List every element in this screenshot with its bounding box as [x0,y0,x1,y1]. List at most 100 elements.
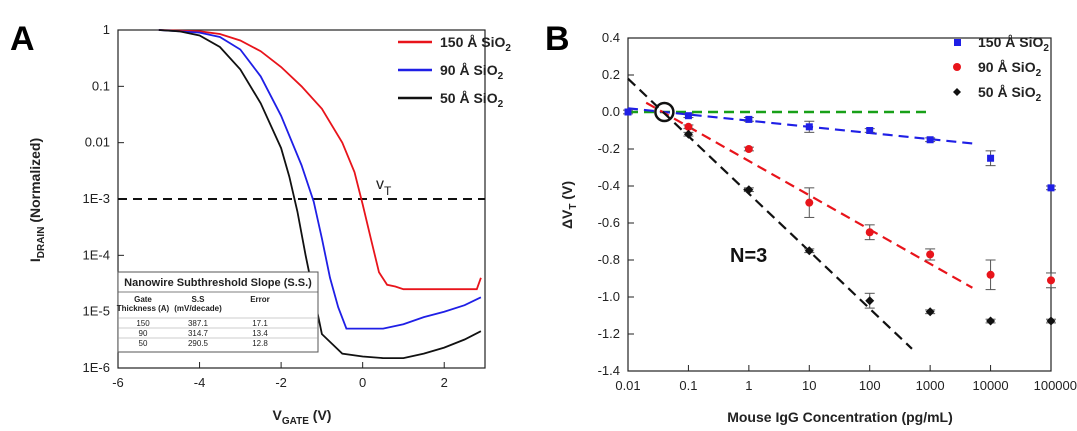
panel-b-fit-line-1 [645,101,973,289]
panel-b-point-1 [986,270,995,279]
legend-b-marker-90 [953,63,961,71]
panel-b-y-axis: 0.4 0.2 0.0 -0.2 -0.4 -0.6 -0.8 -1.0 -1.2 -1.4 [598,30,634,378]
panel-a: A 1 0.1 0.01 1E-3 1E-4 1E-5 1E-6 -6 -4 -2 0 2 vT 1… [10,20,511,427]
table-header-cell: S.S (mV/decade) [174,295,222,313]
panel-b-xtick-label-7: 100000 [1034,378,1077,393]
panel-b-series [623,108,1056,326]
panel-b-point-0 [987,154,995,162]
panel-b-point-2 [986,316,996,326]
legend-a-label-90: 90 Å SiO2 [440,62,504,82]
subthreshold-slope-table: Nanowire Subthreshold Slope (S.S.) Gate T… [117,271,319,353]
legend-b-marker-50 [953,88,961,96]
legend-a-label-50: 50 Å SiO2 [440,90,504,110]
panel-a-xtick-label-1: -4 [194,375,206,390]
table-body: 150 387.1 17.1 90 314.7 13.4 50 290.5 12.8 [118,317,318,348]
table-header-cell: Error [250,295,270,304]
panel-b-ytick-label-1: 0.2 [602,67,620,82]
panel-b-point-2 [1046,316,1056,326]
panel-a-x-label: VGATE (V) [273,407,332,427]
panel-b-point-1 [805,198,814,207]
panel-a-series-line-0 [158,29,482,291]
panel-b-point-2 [865,296,875,306]
panel-b-xtick-label-1: 0.1 [679,378,697,393]
panel-b-point-0 [805,123,813,131]
table-header: Gate Thickness (A)S.S (mV/decade) Error [117,295,270,313]
panel-b-label: B [545,20,570,58]
table-cell: 17.1 [252,319,268,328]
panel-b-legend: 150 Å SiO2 90 Å SiO2 50 Å SiO2 [953,34,1049,104]
panel-b-point-1 [926,250,935,259]
panel-b-point-0 [1047,184,1055,192]
panel-b-ytick-label-8: -1.2 [598,326,620,341]
panel-b-point-2 [804,246,814,256]
panel-b-point-0 [866,127,874,134]
table-cell: 150 [136,319,150,328]
panel-a-y-label: IDRAIN (Normalized) [27,138,47,262]
panel-a-ytick-label-4: 1E-4 [83,247,110,262]
table-cell: 387.1 [188,319,209,328]
intersection-marker [654,101,675,123]
panel-a-ytick-label-6: 1E-6 [83,360,110,375]
panel-a-ytick-label-3: 1E-3 [83,191,110,206]
legend-b-label-150: 150 Å SiO2 [978,34,1049,54]
panel-a-ytick-label-5: 1E-5 [83,304,110,319]
panel-b-ytick-label-5: -0.6 [598,215,620,230]
panel-b-x-label: Mouse IgG Concentration (pg/mL) [727,409,953,425]
panel-b-point-0 [684,112,692,120]
table-cell: 314.7 [188,329,209,338]
table-title: Nanowire Subthreshold Slope (S.S.) [124,277,312,289]
legend-b-label-90: 90 Å SiO2 [978,59,1042,79]
panel-b-point-2 [683,129,693,139]
panel-a-y-axis: 1 0.1 0.01 1E-3 1E-4 1E-5 1E-6 [83,22,124,375]
panel-b-ytick-label-3: -0.2 [598,141,620,156]
panel-b-xtick-label-3: 10 [802,378,816,393]
panel-b-point-1 [684,122,693,131]
table-cell: 290.5 [188,339,209,348]
panel-b-x-axis: 0.01 0.1 1 10 100 1000 10000 100000 [615,365,1077,393]
legend-b-marker-150 [954,39,961,46]
panel-a-xtick-label-0: -6 [112,375,124,390]
panel-b-point-2 [744,185,754,195]
panel-b-point-1 [744,145,753,153]
panel-a-xtick-label-4: 2 [441,375,448,390]
panel-b-xtick-label-6: 10000 [972,378,1008,393]
panel-b-xtick-label-0: 0.01 [615,378,640,393]
panel-a-xtick-label-2: -2 [275,375,287,390]
panel-a-ytick-label-0: 1 [103,22,110,37]
legend-a-label-150: 150 Å SiO2 [440,34,511,54]
panel-a-x-axis: -6 -4 -2 0 2 [112,362,448,390]
table-cell: 12.8 [252,339,268,348]
panel-b: B 0.40.20.0-0.2-0.4-0.6-0.8-1.0-1.2-1.4 … [545,20,1077,425]
panel-b-ytick-label-7: -1.0 [598,289,620,304]
panel-a-ytick-label-1: 0.1 [92,78,110,93]
panel-b-fit-lines [627,77,973,350]
panel-b-xtick-label-5: 1000 [916,378,945,393]
panel-a-ytick-label-2: 0.01 [85,135,110,150]
panel-a-series-line-1 [158,29,482,330]
panel-b-ytick-label-9: -1.4 [598,363,620,378]
table-frame [117,271,319,353]
panel-b-point-1 [1047,276,1055,285]
panel-b-point-1 [865,228,874,237]
panel-b-fit-line-2 [627,77,913,350]
panel-b-ytick-label-4: -0.4 [598,178,620,193]
panel-b-plot-frame [627,37,1052,372]
table-cell: 90 [139,329,148,338]
table-header-cell: Gate Thickness (A) [117,295,170,313]
panel-b-point-0 [624,108,632,116]
table-cell: 13.4 [252,329,268,338]
panel-a-label: A [10,20,35,58]
panel-b-point-2 [925,307,935,317]
panel-a-legend: 150 Å SiO2 90 Å SiO2 50 Å SiO2 [398,34,511,110]
panel-b-y-label: ΔVT (V) [559,181,579,229]
panel-a-xtick-label-3: 0 [359,375,366,390]
panel-b-xtick-label-2: 1 [745,378,752,393]
vt-label: vT [376,176,392,198]
panel-b-ytick-label-2: 0.0 [602,104,620,119]
legend-b-label-50: 50 Å SiO2 [978,84,1042,104]
panel-b-point-0 [745,115,753,123]
panel-b-fit-line-0 [627,107,973,145]
panel-b-ytick-label-0: 0.4 [602,30,620,45]
panel-b-point-0 [926,136,934,144]
